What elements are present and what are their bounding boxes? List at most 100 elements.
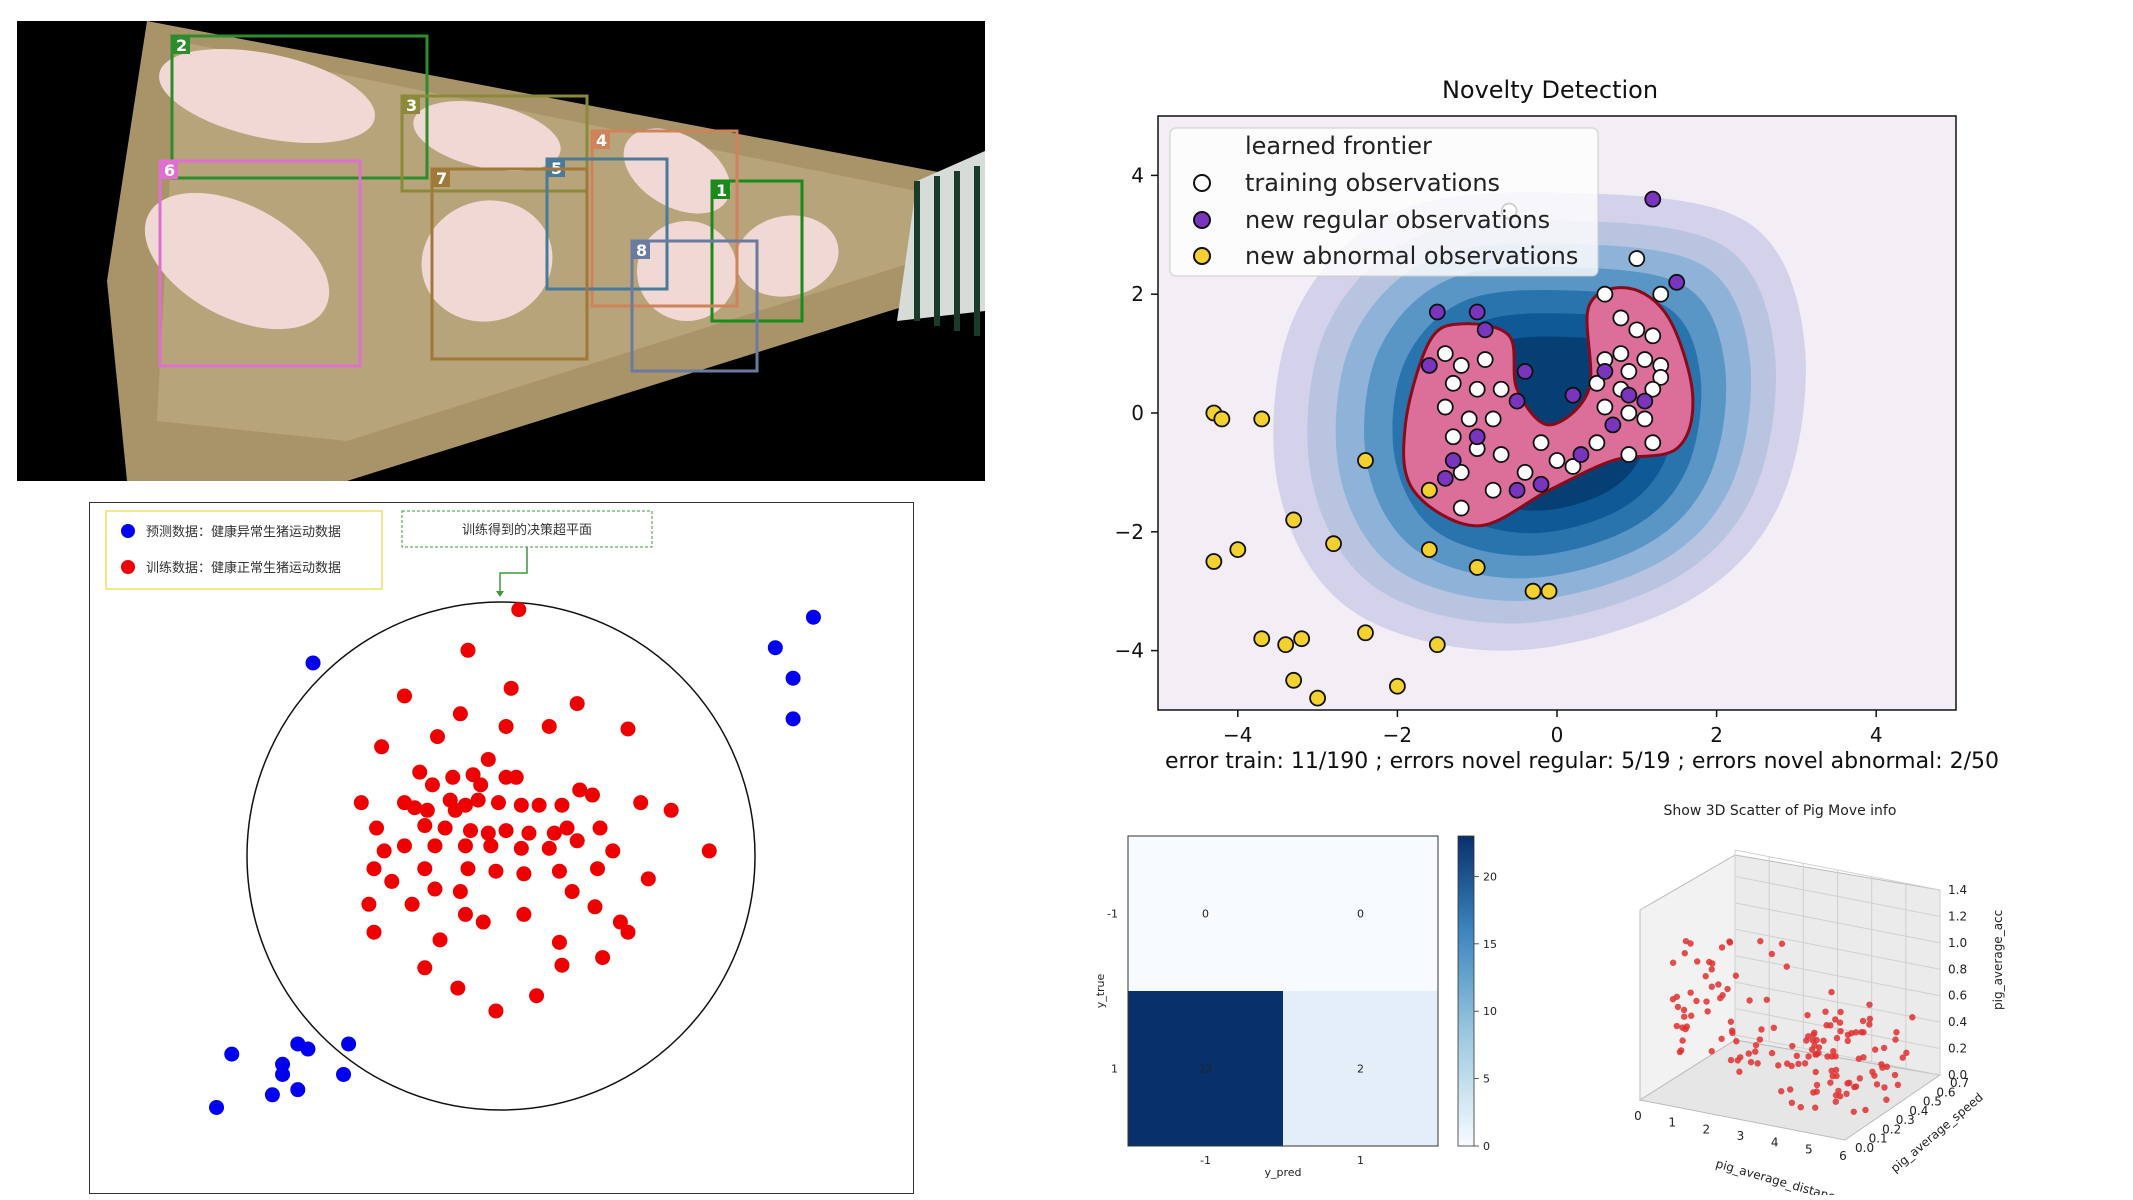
- train-point: [513, 840, 529, 856]
- scatter3d-point: [1822, 1008, 1829, 1015]
- train-point: [419, 802, 435, 818]
- detection-box-label: 6: [164, 161, 175, 180]
- predict-point: [209, 1099, 225, 1115]
- x-tick-label: -1: [1200, 1154, 1211, 1167]
- z-tick-label: 0.0: [1948, 1068, 1967, 1082]
- detection-box-tag: [592, 131, 610, 149]
- confusion-panel: 0 0 23 2 y_pred y_true -1 1 -1 1 20 15 10 5 0: [1090, 820, 1510, 1190]
- cm-cell: [1283, 836, 1438, 991]
- train-point: [620, 924, 636, 940]
- scatter3d-point: [1797, 1103, 1804, 1111]
- scatter3d-point: [1733, 1038, 1740, 1045]
- detection-box-label: 3: [406, 96, 417, 115]
- new-abnormal-observations-point: [1229, 541, 1247, 559]
- new-regular-observations-point: [1596, 363, 1614, 380]
- scatter3d-point: [1873, 1081, 1881, 1088]
- scatter3d-point: [1715, 981, 1722, 988]
- scatter3d-point: [1747, 1058, 1755, 1066]
- scatter3d-point: [1694, 958, 1701, 965]
- svdd-chart: 预测数据：健康异常生猪运动数据 训练数据：健康正常生猪运动数据 训练得到的决策超…: [105, 510, 821, 1115]
- x-tick-label: 5: [1805, 1142, 1813, 1156]
- new-abnormal-observations-point: [1357, 624, 1374, 642]
- scatter3d-point: [1793, 1052, 1801, 1060]
- scatter3d-point: [1709, 960, 1716, 967]
- colorbar-tick-label: 10: [1483, 1005, 1497, 1018]
- detection-box: [430, 167, 589, 361]
- scatter3d-point: [1737, 1054, 1744, 1061]
- training-observations-point: [1620, 363, 1638, 380]
- train-point: [483, 838, 499, 854]
- legend-abnormal: new abnormal observations: [1245, 242, 1578, 270]
- train-point: [587, 899, 603, 915]
- scatter3d-point: [1820, 1037, 1827, 1044]
- detection-box-tag: [160, 161, 178, 179]
- svdd-panel: 预测数据：健康异常生猪运动数据 训练数据：健康正常生猪运动数据 训练得到的决策超…: [89, 502, 914, 1194]
- new-abnormal-observations-point: [1420, 481, 1438, 499]
- y-axis-label: y_true: [1094, 973, 1107, 1008]
- scatter3d-point: [1768, 1049, 1776, 1057]
- scatter3d-point: [1846, 1079, 1853, 1086]
- scatter3d-point: [1768, 950, 1776, 958]
- detection-box-label: 4: [596, 131, 607, 150]
- detection-box: [158, 159, 362, 368]
- scatter3d-point: [1813, 1051, 1820, 1058]
- new-regular-observations-point: [1508, 481, 1526, 499]
- scatter3d-point: [1858, 1029, 1865, 1036]
- train-point: [569, 696, 585, 712]
- scatter3d-point: [1810, 1031, 1817, 1038]
- train-point: [412, 764, 428, 780]
- training-observations-point: [1444, 374, 1462, 392]
- x-tick-label: 3: [1737, 1129, 1745, 1143]
- scatter3d-point: [1883, 1063, 1891, 1070]
- detection-box: [630, 239, 759, 373]
- training-observations-point: [1484, 410, 1502, 428]
- detection-box-tag: [712, 181, 730, 199]
- scatter3d-point: [1860, 1054, 1867, 1061]
- new-abnormal-observations-point: [1205, 553, 1223, 570]
- train-point: [554, 957, 570, 973]
- scatter3d-point: [1903, 1049, 1910, 1057]
- training-observations-point: [1588, 434, 1606, 452]
- train-point: [457, 838, 473, 854]
- scatter3d-point: [1718, 944, 1726, 951]
- training-observations-point: [1492, 446, 1510, 463]
- detection-box-tag: [632, 241, 650, 259]
- detection-box-label: 1: [716, 181, 727, 200]
- new-abnormal-observations-point: [1293, 630, 1311, 648]
- scatter3d-point: [1758, 1026, 1765, 1033]
- scatter3d-point: [1687, 1012, 1695, 1019]
- new-abnormal-observations-point: [1253, 410, 1271, 428]
- training-observations-point: [1476, 351, 1494, 368]
- train-point: [460, 642, 476, 658]
- z-tick-label: 0.4: [1948, 1015, 1967, 1029]
- scatter3d-point: [1833, 1072, 1840, 1080]
- detection-box-tag: [172, 36, 190, 54]
- scatter3d-point: [1909, 1014, 1916, 1021]
- scatter3d-point: [1727, 1018, 1735, 1025]
- train-point: [516, 866, 532, 882]
- train-point: [595, 950, 611, 966]
- predict-point: [767, 640, 783, 656]
- y-tick-label: 0.4: [1909, 1104, 1928, 1118]
- new-abnormal-observations-point: [1540, 582, 1558, 600]
- scatter3d-point: [1756, 1036, 1764, 1043]
- x-tick-label: 2: [1710, 723, 1723, 747]
- training-observations-point: [1452, 357, 1470, 374]
- training-observations-point: [1516, 463, 1534, 481]
- scatter3d-panel: Show 3D Scatter of Pig Move info 0 1 2 3 4 5 6…: [1540, 795, 2120, 1200]
- y-tick-label: 0.0: [1855, 1141, 1874, 1155]
- scatter3d-point: [1832, 1053, 1839, 1060]
- scatter3d-point: [1679, 1037, 1686, 1044]
- training-observations-point: [1588, 374, 1606, 392]
- legend-training: training observations: [1245, 169, 1500, 197]
- training-observations-point: [1492, 380, 1510, 398]
- colorbar-tick-label: 5: [1483, 1073, 1490, 1086]
- predict-point: [336, 1066, 352, 1082]
- x-tick-label: 0: [1634, 1109, 1642, 1123]
- scatter3d-point: [1786, 1086, 1794, 1093]
- colorbar: [1457, 835, 1475, 1147]
- train-point: [427, 838, 443, 854]
- y-tick-label: 1: [1111, 1063, 1118, 1076]
- new-regular-observations-point: [1428, 303, 1446, 321]
- scatter3d-point: [1827, 1079, 1834, 1086]
